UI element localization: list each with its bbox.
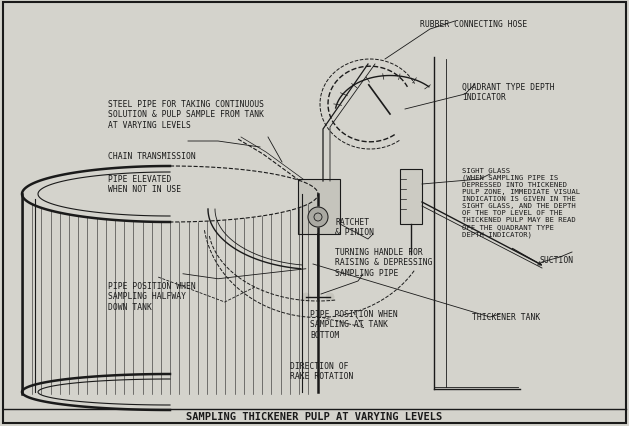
Text: THICKENER TANK: THICKENER TANK bbox=[472, 312, 540, 321]
Text: RUBBER CONNECTING HOSE: RUBBER CONNECTING HOSE bbox=[420, 20, 527, 29]
Circle shape bbox=[308, 207, 328, 227]
Circle shape bbox=[326, 294, 334, 301]
Text: QUADRANT TYPE DEPTH
INDICATOR: QUADRANT TYPE DEPTH INDICATOR bbox=[462, 83, 555, 102]
Text: RATCHET
& PINION: RATCHET & PINION bbox=[335, 218, 374, 237]
Text: SUCTION: SUCTION bbox=[540, 256, 574, 265]
Bar bbox=[298, 180, 340, 234]
Text: STEEL PIPE FOR TAKING CONTINUOUS
SOLUTION & PULP SAMPLE FROM TANK
AT VARYING LEV: STEEL PIPE FOR TAKING CONTINUOUS SOLUTIO… bbox=[108, 100, 264, 130]
Text: DIRECTION OF
RAKE ROTATION: DIRECTION OF RAKE ROTATION bbox=[290, 361, 353, 380]
Circle shape bbox=[302, 294, 310, 301]
Text: PIPE ELEVATED
WHEN NOT IN USE: PIPE ELEVATED WHEN NOT IN USE bbox=[108, 175, 181, 194]
Text: PIPE POSITION WHEN
SAMPLING AT TANK
BOTTOM: PIPE POSITION WHEN SAMPLING AT TANK BOTT… bbox=[310, 309, 398, 339]
Text: PIPE POSITION WHEN
SAMPLING HALFWAY
DOWN TANK: PIPE POSITION WHEN SAMPLING HALFWAY DOWN… bbox=[108, 281, 196, 311]
Text: CHAIN TRANSMISSION: CHAIN TRANSMISSION bbox=[108, 152, 196, 161]
Text: TURNING HANDLE FOR
RAISING & DEPRESSING
SAMPLING PIPE: TURNING HANDLE FOR RAISING & DEPRESSING … bbox=[335, 248, 433, 277]
Text: SIGHT GLASS
(WHEN SAMPLING PIPE IS
DEPRESSED INTO THICKENED
PULP ZONE, IMMEDIATE: SIGHT GLASS (WHEN SAMPLING PIPE IS DEPRE… bbox=[462, 167, 580, 237]
Bar bbox=[400, 170, 422, 225]
Text: SAMPLING THICKENER PULP AT VARYING LEVELS: SAMPLING THICKENER PULP AT VARYING LEVEL… bbox=[186, 411, 442, 421]
